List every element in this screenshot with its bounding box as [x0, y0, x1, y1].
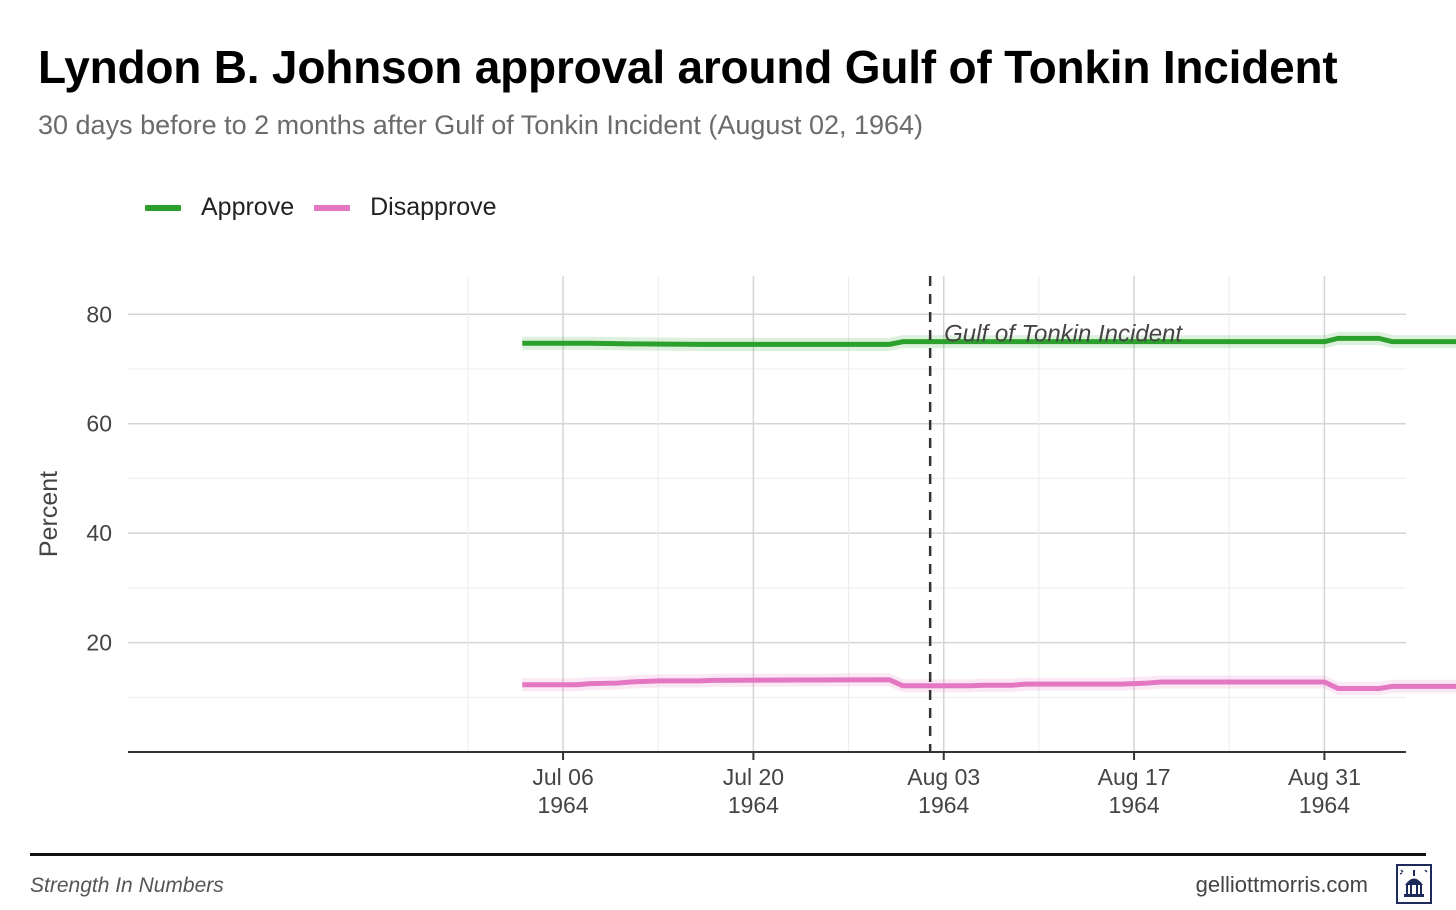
x-tick-label: Jul 06: [532, 764, 593, 790]
legend-item-disapprove: Disapprove: [314, 193, 497, 222]
y-tick-label: 20: [86, 630, 112, 656]
x-tick-year-label: 1964: [918, 792, 969, 818]
y-tick-label: 40: [86, 520, 112, 546]
legend-label-disapprove: Disapprove: [370, 193, 497, 221]
event-annotation: Gulf of Tonkin Incident: [944, 320, 1183, 347]
x-tick-year-label: 1964: [728, 792, 779, 818]
x-tick-label: Jul 20: [723, 764, 784, 790]
legend-label-approve: Approve: [201, 193, 295, 221]
footer-divider: [30, 853, 1426, 856]
x-tick-year-label: 1964: [1108, 792, 1159, 818]
chart-legend: Approve Disapprove: [145, 193, 517, 222]
disapprove-series-line: [522, 677, 1456, 692]
legend-swatch-disapprove: [314, 204, 351, 211]
footer-source: Strength In Numbers: [30, 874, 224, 897]
y-tick-label: 80: [86, 301, 112, 327]
x-tick-label: Aug 31: [1288, 764, 1361, 790]
capitol-dome-icon: [1396, 864, 1432, 904]
x-tick-label: Aug 03: [907, 764, 980, 790]
approve-series-line: [522, 335, 1456, 347]
legend-item-approve: Approve: [145, 193, 294, 222]
chart-title: Lyndon B. Johnson approval around Gulf o…: [38, 41, 1338, 93]
footer-site-link[interactable]: gelliottmorris.com: [1195, 872, 1368, 897]
grid-lines: [128, 276, 1406, 752]
legend-swatch-approve: [145, 204, 181, 211]
x-tick-year-label: 1964: [537, 792, 588, 818]
chart-subtitle: 30 days before to 2 months after Gulf of…: [38, 110, 924, 140]
y-axis-title: Percent: [35, 471, 63, 557]
x-tick-label: Aug 17: [1098, 764, 1171, 790]
y-tick-label: 60: [86, 411, 112, 437]
x-tick-year-label: 1964: [1299, 792, 1350, 818]
